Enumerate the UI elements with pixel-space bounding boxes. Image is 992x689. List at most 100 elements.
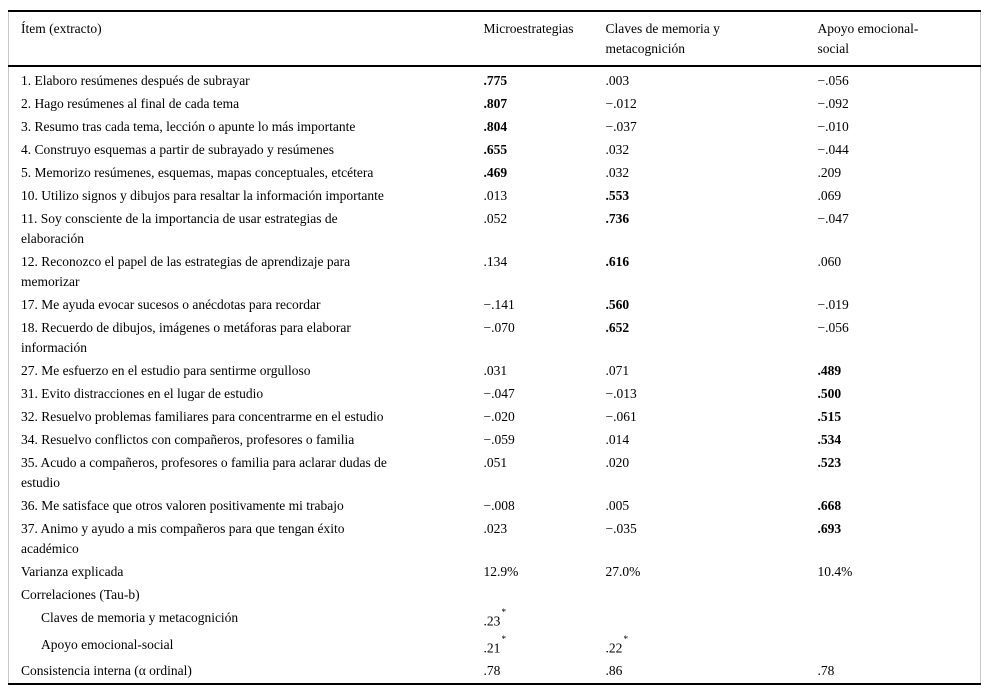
value-cell: −.013 bbox=[605, 386, 637, 401]
value-cell: −.047 bbox=[817, 211, 849, 226]
header-row: Ítem (extracto) Microestrategias Claves … bbox=[8, 11, 981, 67]
value-cell: .023 bbox=[483, 521, 508, 536]
item-label: 3. Resumo tras cada tema, lección o apun… bbox=[21, 119, 356, 134]
item-label: 4. Construyo esquemas a partir de subray… bbox=[21, 142, 335, 157]
value-cell: −.037 bbox=[605, 119, 637, 134]
table-row: 2. Hago resúmenes al final de cada tema.… bbox=[9, 93, 981, 116]
item-label: 32. Resuelvo problemas familiares para c… bbox=[21, 409, 384, 424]
value-cell: .515 bbox=[817, 409, 842, 424]
item-label: 17. Me ayuda evocar sucesos o anécdotas … bbox=[21, 297, 321, 312]
significance-asterisk: * bbox=[501, 608, 507, 618]
value-cell: .78 bbox=[483, 663, 501, 678]
table-row: 35. Acudo a compañeros, profesores o fam… bbox=[9, 452, 981, 495]
item-label: Claves de memoria y metacognición bbox=[41, 610, 239, 625]
table-row: 12. Reconozco el papel de las estrategia… bbox=[9, 251, 981, 294]
value-cell: .032 bbox=[605, 142, 630, 157]
column-header-claves: Claves de memoria y metacognición bbox=[605, 11, 818, 67]
value-cell: .652 bbox=[605, 320, 630, 335]
table-row: 34. Resuelvo conflictos con compañeros, … bbox=[9, 429, 981, 452]
value-cell: .21* bbox=[483, 634, 507, 656]
value-cell: .616 bbox=[605, 254, 630, 269]
item-label: 34. Resuelvo conflictos con compañeros, … bbox=[21, 432, 355, 447]
value-cell: .553 bbox=[605, 188, 630, 203]
value-cell: .693 bbox=[817, 521, 842, 536]
table-body: 1. Elaboro resúmenes después de subrayar… bbox=[9, 66, 981, 684]
table-row: Claves de memoria y metacognición .23* bbox=[9, 607, 981, 634]
value-cell bbox=[606, 607, 818, 634]
value-cell: .86 bbox=[605, 663, 623, 678]
item-label: 37. Animo y ayudo a mis compañeros para … bbox=[21, 521, 345, 556]
value-cell: −.059 bbox=[483, 432, 515, 447]
column-header-microestrategias: Microestrategias bbox=[483, 11, 606, 67]
table-row: 37. Animo y ayudo a mis compañeros para … bbox=[9, 518, 981, 561]
item-label: 10. Utilizo signos y dibujos para resalt… bbox=[21, 188, 384, 203]
table-row: Varianza explicada 12.9% 27.0% 10.4% bbox=[9, 561, 981, 584]
value-cell: .003 bbox=[605, 73, 630, 88]
value-cell: .469 bbox=[483, 165, 508, 180]
item-label: 18. Recuerdo de dibujos, imágenes o metá… bbox=[21, 320, 351, 355]
value-cell bbox=[818, 584, 981, 607]
item-label: 2. Hago resúmenes al final de cada tema bbox=[21, 96, 240, 111]
value-cell: −.047 bbox=[483, 386, 515, 401]
value-cell: .069 bbox=[817, 188, 842, 203]
table-row: 18. Recuerdo de dibujos, imágenes o metá… bbox=[9, 317, 981, 360]
value-cell: 10.4% bbox=[817, 564, 853, 579]
table-row: 36. Me satisface que otros valoren posit… bbox=[9, 495, 981, 518]
value-cell: .051 bbox=[483, 455, 508, 470]
table-row: 11. Soy consciente de la importancia de … bbox=[9, 208, 981, 251]
value-cell: .775 bbox=[483, 73, 508, 88]
value-cell: −.056 bbox=[817, 320, 849, 335]
item-label: 35. Acudo a compañeros, profesores o fam… bbox=[21, 455, 387, 490]
item-label: 36. Me satisface que otros valoren posit… bbox=[21, 498, 344, 513]
item-label: 11. Soy consciente de la importancia de … bbox=[21, 211, 338, 246]
table-row: 4. Construyo esquemas a partir de subray… bbox=[9, 139, 981, 162]
value-cell: .655 bbox=[483, 142, 508, 157]
value-cell: .071 bbox=[605, 363, 630, 378]
column-header-apoyo: Apoyo emocional- social bbox=[817, 11, 981, 67]
significance-asterisk: * bbox=[501, 634, 507, 645]
value-cell: .523 bbox=[817, 455, 842, 470]
value-cell: 27.0% bbox=[605, 564, 641, 579]
item-label: 31. Evito distracciones en el lugar de e… bbox=[21, 386, 264, 401]
value-cell: .014 bbox=[605, 432, 630, 447]
value-cell: −.010 bbox=[817, 119, 849, 134]
value-cell: .78 bbox=[817, 663, 835, 678]
item-label: Varianza explicada bbox=[21, 564, 124, 579]
value-cell: 12.9% bbox=[483, 564, 519, 579]
value-cell: .804 bbox=[483, 119, 508, 134]
value-cell: .005 bbox=[605, 498, 630, 513]
table-row: 31. Evito distracciones en el lugar de e… bbox=[9, 383, 981, 406]
table-row: Consistencia interna (α ordinal) .78 .86 .7… bbox=[9, 660, 981, 684]
value-cell bbox=[818, 634, 981, 661]
value-cell: −.020 bbox=[483, 409, 515, 424]
value-cell: −.061 bbox=[605, 409, 637, 424]
table-row: 27. Me esfuerzo en el estudio para senti… bbox=[9, 360, 981, 383]
column-header-item: Ítem (extracto) bbox=[8, 11, 484, 67]
table-row: 10. Utilizo signos y dibujos para resalt… bbox=[9, 185, 981, 208]
item-label: Apoyo emocional-social bbox=[41, 636, 174, 652]
value-cell: .500 bbox=[817, 386, 842, 401]
item-label: 5. Memorizo resúmenes, esquemas, mapas c… bbox=[21, 165, 374, 180]
value-cell: −.056 bbox=[817, 73, 849, 88]
value-cell: −.035 bbox=[605, 521, 637, 536]
item-label: Correlaciones (Tau-b) bbox=[21, 587, 140, 602]
value-cell: .020 bbox=[605, 455, 630, 470]
item-label: 27. Me esfuerzo en el estudio para senti… bbox=[21, 363, 311, 378]
value-cell: .489 bbox=[817, 363, 842, 378]
significance-asterisk: * bbox=[623, 634, 629, 645]
value-cell: −.019 bbox=[817, 297, 849, 312]
item-label: Consistencia interna (α ordinal) bbox=[21, 663, 192, 678]
table-row: 3. Resumo tras cada tema, lección o apun… bbox=[9, 116, 981, 139]
table-row: Apoyo emocional-social .21* .22* bbox=[9, 634, 981, 661]
value-cell: .032 bbox=[605, 165, 630, 180]
value-cell: .23* bbox=[483, 608, 507, 629]
value-cell: .736 bbox=[605, 211, 630, 226]
table-row: Correlaciones (Tau-b) bbox=[9, 584, 981, 607]
value-cell: .807 bbox=[483, 96, 508, 111]
value-cell bbox=[606, 584, 818, 607]
table-row: 32. Resuelvo problemas familiares para c… bbox=[9, 406, 981, 429]
value-cell: .209 bbox=[817, 165, 842, 180]
value-cell: .668 bbox=[817, 498, 842, 513]
item-label: 1. Elaboro resúmenes después de subrayar bbox=[21, 73, 250, 88]
item-label: 12. Reconozco el papel de las estrategia… bbox=[21, 254, 351, 289]
